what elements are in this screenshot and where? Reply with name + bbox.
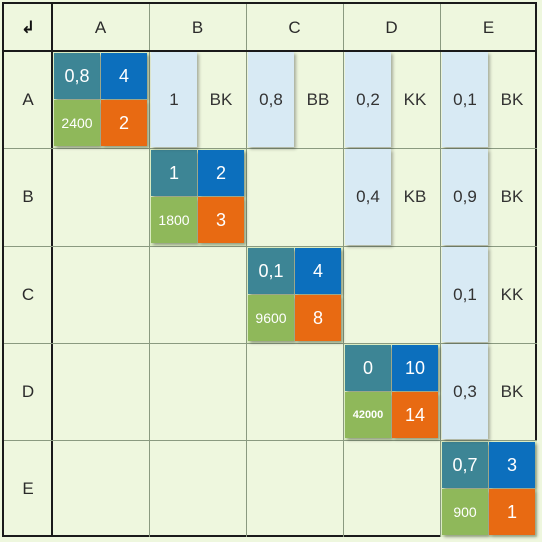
cost-tile: 1800 (151, 197, 197, 243)
link-bar (345, 149, 391, 245)
grid-line-vertical (440, 4, 441, 537)
weight-tile: 4 (101, 53, 147, 99)
grid-line-horizontal (4, 440, 537, 441)
probability-tile: 0 (345, 345, 391, 391)
cost-tile: 9600 (248, 295, 294, 341)
row-header-b: B (22, 187, 34, 206)
link-code: BK (500, 381, 524, 401)
score-tile: 14 (392, 392, 438, 438)
corner-return-icon: ↲ (20, 17, 36, 37)
link-value: 1 (169, 89, 179, 109)
link-code: BK (500, 187, 524, 206)
link-code: BB (306, 89, 330, 109)
link-bar (442, 149, 488, 245)
matrix-frame (2, 2, 537, 537)
row-header-c: C (21, 284, 35, 304)
grid-line-horizontal (4, 148, 537, 149)
column-header-d: D (385, 17, 398, 37)
weight-tile: 3 (489, 442, 535, 488)
grid-line-vertical (149, 4, 150, 537)
row-header-e: E (22, 478, 34, 498)
grid-line-vertical (246, 4, 247, 537)
link-bar (442, 247, 488, 342)
link-bar (442, 52, 488, 147)
grid-line-horizontal (4, 246, 537, 247)
link-bar (345, 52, 391, 147)
link-code: BK (209, 89, 233, 109)
link-value: 0,8 (259, 89, 283, 109)
column-header-a: A (94, 17, 107, 37)
grid-line-horizontal (4, 343, 537, 344)
link-code: KB (403, 187, 427, 206)
link-code: BK (500, 89, 524, 109)
link-value: 0,4 (356, 187, 380, 206)
probability-tile: 1 (151, 150, 197, 196)
link-value: 0,1 (453, 284, 477, 304)
cost-tile: 2400 (54, 100, 100, 146)
score-tile: 1 (489, 489, 535, 535)
row-header-a: A (22, 89, 34, 109)
cost-tile: 42000 (345, 392, 391, 438)
score-tile: 3 (198, 197, 244, 243)
link-code: KK (500, 284, 524, 304)
probability-tile: 0,7 (442, 442, 488, 488)
link-value: 0,9 (453, 187, 477, 206)
probability-tile: 0,8 (54, 53, 100, 99)
link-code: KK (403, 89, 427, 109)
column-header-e: E (482, 17, 495, 37)
weight-tile: 10 (392, 345, 438, 391)
score-tile: 2 (101, 100, 147, 146)
header-divider-vertical (51, 4, 53, 537)
header-divider-horizontal (4, 50, 537, 52)
weight-tile: 4 (295, 248, 341, 294)
link-value: 0,1 (453, 89, 477, 109)
grid-line-vertical (343, 4, 344, 537)
column-header-b: B (191, 17, 204, 37)
row-header-d: D (21, 381, 35, 401)
column-header-c: C (288, 17, 301, 37)
score-tile: 8 (295, 295, 341, 341)
cost-tile: 900 (442, 489, 488, 535)
link-value: 0,3 (453, 381, 477, 401)
link-bar (151, 52, 197, 147)
link-bar (248, 52, 294, 147)
link-value: 0,2 (356, 89, 380, 109)
weight-tile: 2 (198, 150, 244, 196)
probability-tile: 0,1 (248, 248, 294, 294)
link-bar (442, 344, 488, 439)
